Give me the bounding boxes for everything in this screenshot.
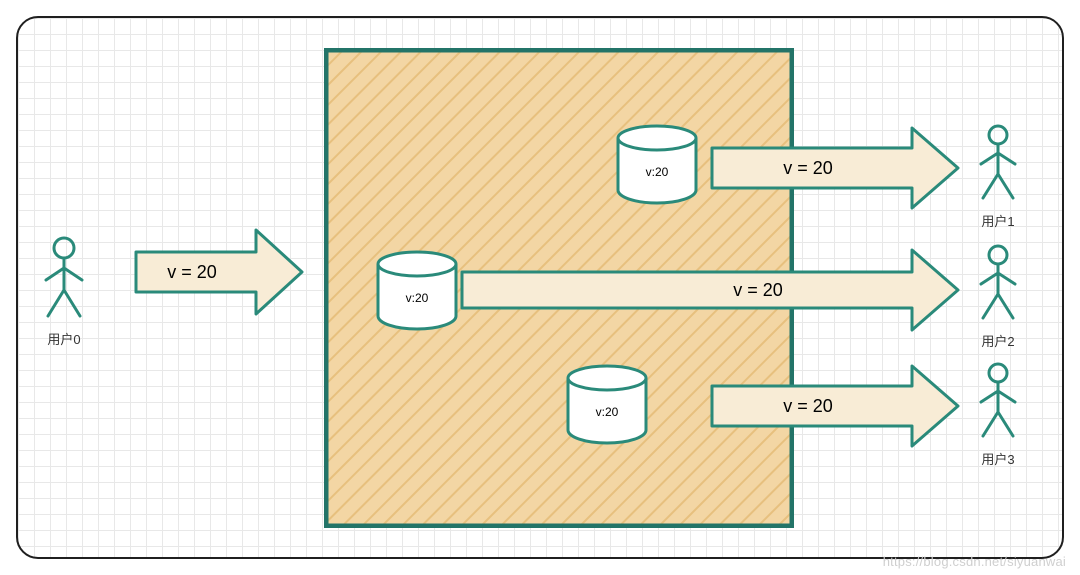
person-icon [34,234,94,324]
cylinder-2-label: v:20 [406,291,429,305]
user-right-2-label: 用户2 [968,331,1028,350]
person-icon [968,242,1028,326]
user-right-1-label: 用户1 [968,211,1028,230]
user-right-1: 用户1 [968,122,1028,230]
arrow-in: v = 20 [132,226,307,318]
arrow-out-2-label: v = 20 [733,280,783,300]
person-icon [968,122,1028,206]
arrow-out-2: v = 20 [458,246,963,334]
arrow-out-1-label: v = 20 [783,158,833,178]
cylinder-1: v:20 [614,124,700,210]
arrow-in-label: v = 20 [167,262,217,282]
user-right-2: 用户2 [968,242,1028,350]
arrow-out-3: v = 20 [708,362,963,450]
user-right-3-label: 用户3 [968,449,1028,468]
cylinder-1-label: v:20 [646,165,669,179]
cylinder-3-label: v:20 [596,405,619,419]
user-left-label: 用户0 [34,329,94,348]
cylinder-3: v:20 [564,364,650,450]
arrow-out-1: v = 20 [708,124,963,212]
person-icon [968,360,1028,444]
diagram-frame: v = 20 v = 20 v = 20 v = 20 v:20 v:20 v:… [16,16,1064,559]
watermark: https://blog.csdn.net/siyuanwai [883,554,1066,569]
user-left: 用户0 [34,234,94,348]
cylinder-2: v:20 [374,250,460,336]
arrow-out-3-label: v = 20 [783,396,833,416]
user-right-3: 用户3 [968,360,1028,468]
